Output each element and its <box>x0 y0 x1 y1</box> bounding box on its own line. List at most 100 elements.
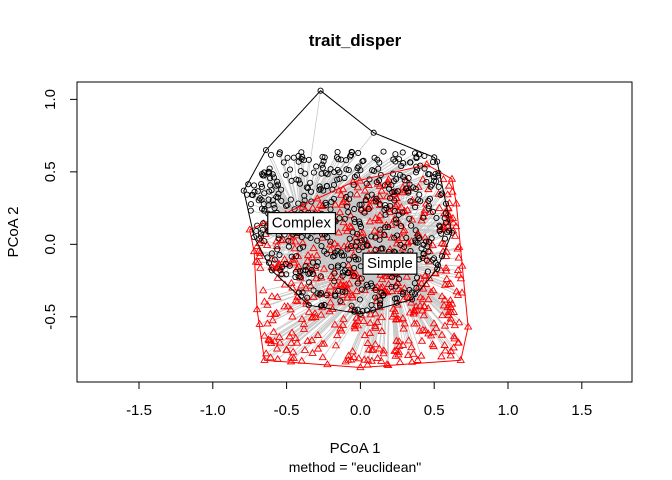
complex-point-circle <box>303 184 310 191</box>
simple-point-triangle <box>288 347 298 355</box>
simple-point-triangle <box>440 340 449 348</box>
complex-point-circle <box>308 266 315 274</box>
simple-point-triangle <box>287 328 297 336</box>
complex-point-circle <box>313 263 320 270</box>
complex-point-circle <box>275 181 282 188</box>
complex-point-circle <box>295 152 302 160</box>
complex-point-circle <box>406 215 413 222</box>
simple-point-triangle <box>344 351 353 359</box>
simple-point-triangle <box>420 233 430 241</box>
simple-point-triangle <box>441 346 450 354</box>
simple-point-triangle <box>364 180 373 188</box>
simple-point-triangle <box>338 320 348 328</box>
simple-point-triangle <box>291 296 301 304</box>
simple-point-triangle <box>449 218 458 226</box>
simple-point-triangle <box>356 363 365 371</box>
simple-point-triangle <box>424 295 433 303</box>
x-tick-label: 1.5 <box>571 402 592 419</box>
simple-point-triangle <box>313 330 323 338</box>
complex-point-circle <box>377 300 384 307</box>
y-tick-label: 0.5 <box>42 161 59 182</box>
complex-point-circle <box>269 171 276 178</box>
simple-point-triangle <box>365 201 374 209</box>
complex-point-circle <box>361 209 368 216</box>
simple-point-triangle <box>345 222 355 230</box>
complex-point-circle <box>394 232 401 239</box>
simple-point-triangle <box>452 287 461 295</box>
complex-point-circle <box>319 164 326 171</box>
complex-point-circle <box>321 248 328 255</box>
simple-point-triangle <box>297 281 306 289</box>
complex-point-circle <box>421 165 428 172</box>
complex-point-circle <box>429 208 436 215</box>
complex-point-circle <box>441 235 449 242</box>
simple-point-triangle <box>268 316 277 324</box>
centroid-spoke <box>270 262 391 344</box>
complex-point-circle <box>370 129 377 136</box>
simple-point-triangle <box>280 302 289 310</box>
complex-point-circle <box>358 275 365 282</box>
complex-point-circle <box>436 223 444 230</box>
simple-point-triangle <box>426 287 436 295</box>
complex-point-circle <box>379 245 386 252</box>
complex-point-circle <box>270 174 277 181</box>
complex-point-circle <box>403 234 410 241</box>
complex-point-circle <box>393 219 400 226</box>
simple-point-triangle <box>287 353 296 361</box>
centroid-spoke <box>389 263 422 357</box>
complex-point-circle <box>328 263 335 270</box>
simple-point-triangle <box>397 202 406 211</box>
complex-point-circle <box>405 175 412 182</box>
simple-point-triangle <box>292 264 302 272</box>
complex-point-circle <box>276 251 283 258</box>
complex-point-circle <box>397 171 404 178</box>
complex-point-circle <box>372 294 379 301</box>
simple-point-triangle <box>407 342 416 351</box>
simple-point-triangle <box>447 299 457 307</box>
complex-point-circle <box>336 175 343 182</box>
group-label: Complex <box>272 215 332 232</box>
complex-point-circle <box>337 298 344 305</box>
complex-point-circle <box>314 290 321 297</box>
simple-point-triangle <box>373 353 382 362</box>
complex-point-circle <box>278 271 285 278</box>
complex-point-circle <box>353 238 360 245</box>
complex-point-circle <box>314 237 321 244</box>
complex-point-circle <box>284 154 291 161</box>
simple-point-triangle <box>325 307 334 315</box>
complex-point-circle <box>257 233 264 240</box>
simple-point-triangle <box>417 279 426 287</box>
centroid-spoke <box>293 157 302 223</box>
simple-point-triangle <box>326 245 335 254</box>
complex-point-circle <box>300 201 307 208</box>
complex-point-circle <box>323 182 330 189</box>
complex-point-circle <box>271 205 278 212</box>
complex-point-circle <box>257 230 265 237</box>
complex-point-circle <box>319 161 326 168</box>
complex-point-circle <box>413 155 420 162</box>
complex-point-circle <box>343 193 350 201</box>
complex-point-circle <box>358 286 365 293</box>
complex-point-circle <box>345 209 352 216</box>
simple-point-triangle <box>387 286 397 295</box>
simple-point-triangle <box>364 345 374 353</box>
complex-point-circle <box>324 234 331 241</box>
simple-point-triangle <box>395 341 404 349</box>
x-tick-label: 0.5 <box>424 402 445 419</box>
complex-point-circle <box>380 148 387 155</box>
simple-point-triangle <box>400 226 409 234</box>
complex-point-circle <box>298 234 305 241</box>
simple-point-triangle <box>383 178 393 186</box>
complex-point-circle <box>360 157 367 164</box>
simple-point-triangle <box>326 298 335 306</box>
simple-point-triangle <box>286 305 295 313</box>
simple-point-triangle <box>336 279 345 287</box>
simple-point-triangle <box>403 292 412 300</box>
complex-point-circle <box>287 196 294 203</box>
complex-point-circle <box>355 247 362 254</box>
complex-point-circle <box>351 264 358 271</box>
simple-point-triangle <box>296 273 305 281</box>
simple-point-triangle <box>275 332 284 340</box>
simple-point-triangle <box>426 331 436 339</box>
complex-point-circle <box>406 181 413 188</box>
